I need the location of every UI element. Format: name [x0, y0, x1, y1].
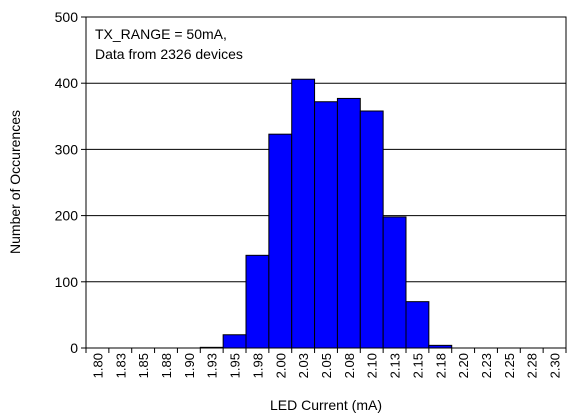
x-tick-label: 2.03	[296, 353, 311, 378]
x-tick-label: 1.98	[250, 353, 265, 378]
bar-1.95	[222, 334, 247, 349]
bar-2.03	[291, 78, 316, 349]
plot-frame	[85, 16, 567, 349]
x-tick-label: 1.93	[205, 353, 220, 378]
y-tick-label: 500	[55, 9, 79, 25]
x-tick-label: 1.83	[113, 353, 128, 378]
x-tick-label: 2.28	[525, 353, 540, 378]
bars-group	[199, 78, 453, 349]
x-axis-ticks: 1.80 1.83 1.85 1.88 1.90 1.93 1.95 1.98 2.00 2.03…	[85, 348, 567, 378]
x-tick-label: 2.05	[319, 353, 334, 378]
x-tick-label: 2.25	[502, 353, 517, 378]
y-axis-label: Number of Occurences	[7, 110, 23, 254]
y-tick-label: 400	[55, 75, 79, 91]
y-tick-label: 200	[55, 208, 79, 224]
bar-1.98	[245, 254, 270, 349]
bar-2.00	[268, 133, 293, 349]
x-tick-label: 2.30	[548, 353, 563, 378]
x-tick-label: 1.80	[90, 353, 105, 378]
x-tick-label: 1.95	[228, 353, 243, 378]
bar-2.15	[405, 301, 430, 349]
x-tick-label: 2.15	[410, 353, 425, 378]
y-tick-label: 300	[55, 141, 79, 157]
x-tick-label: 2.20	[456, 353, 471, 378]
bar-2.08	[336, 97, 361, 349]
x-tick-label: 2.08	[342, 353, 357, 378]
bar-2.05	[314, 101, 338, 349]
annotation-line-1: TX_RANGE = 50mA,	[95, 26, 227, 42]
y-tick-label: 0	[70, 340, 78, 356]
x-tick-label: 1.90	[182, 353, 197, 378]
x-tick-label: 2.00	[273, 353, 288, 378]
annotation-box	[88, 19, 293, 65]
y-tick-label: 100	[55, 274, 79, 290]
x-tick-label: 1.88	[159, 353, 174, 378]
x-tick-label: 2.18	[433, 353, 448, 378]
annotation-line-2: Data from 2326 devices	[95, 46, 243, 62]
x-tick-label: 2.23	[479, 353, 494, 378]
y-axis-ticks: 0 100 200 300 400 500	[55, 9, 86, 356]
x-axis-label: LED Current (mA)	[270, 397, 382, 413]
x-tick-label: 2.13	[388, 353, 403, 378]
bar-2.13	[382, 216, 407, 349]
bar-2.10	[359, 110, 384, 349]
x-tick-label: 1.85	[136, 353, 151, 378]
x-tick-label: 2.10	[365, 353, 380, 378]
